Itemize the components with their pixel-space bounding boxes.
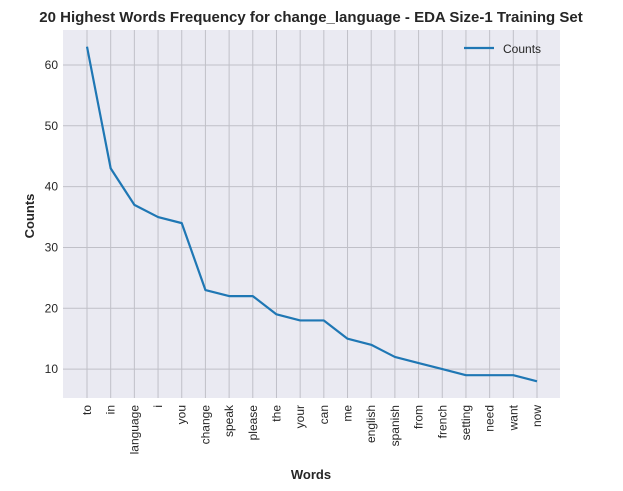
x-tick-label: change bbox=[198, 405, 212, 445]
x-tick-label: want bbox=[506, 404, 520, 431]
y-tick-label: 60 bbox=[45, 58, 59, 72]
y-tick-label: 30 bbox=[45, 240, 59, 254]
plot-area bbox=[63, 30, 560, 398]
x-tick-label: english bbox=[364, 405, 378, 443]
y-tick-label: 50 bbox=[45, 119, 59, 133]
x-tick-label: you bbox=[175, 405, 189, 424]
x-tick-label: spanish bbox=[388, 405, 402, 446]
x-tick-label: in bbox=[104, 405, 118, 414]
chart-title: 20 Highest Words Frequency for change_la… bbox=[39, 9, 582, 26]
x-tick-label: to bbox=[80, 405, 94, 415]
x-tick-label: need bbox=[483, 405, 497, 432]
y-tick-label: 40 bbox=[45, 180, 59, 194]
legend: Counts bbox=[464, 42, 541, 56]
legend-label-counts: Counts bbox=[503, 42, 541, 56]
x-tick-label: french bbox=[435, 405, 449, 438]
y-axis-label: Counts bbox=[22, 194, 37, 239]
y-axis-ticks: 10 20 30 40 50 60 bbox=[45, 58, 59, 376]
x-tick-label: i bbox=[151, 405, 165, 408]
y-tick-label: 20 bbox=[45, 301, 59, 315]
x-tick-label: me bbox=[341, 405, 355, 422]
x-tick-label: your bbox=[293, 405, 307, 428]
grid-lines bbox=[63, 30, 560, 398]
x-axis-label: Words bbox=[291, 467, 331, 482]
x-tick-label: from bbox=[412, 405, 426, 429]
x-tick-label: now bbox=[530, 405, 544, 427]
x-tick-label: language bbox=[127, 405, 141, 455]
x-tick-label: setting bbox=[459, 405, 473, 440]
x-tick-label: can bbox=[317, 405, 331, 424]
x-tick-label: please bbox=[246, 405, 260, 441]
x-axis-ticks: to in language i you change speak please the your… bbox=[80, 404, 544, 454]
series-line-counts bbox=[85, 46, 538, 383]
y-tick-label: 10 bbox=[45, 362, 59, 376]
x-tick-label: the bbox=[269, 405, 283, 422]
x-tick-label: speak bbox=[222, 404, 236, 437]
